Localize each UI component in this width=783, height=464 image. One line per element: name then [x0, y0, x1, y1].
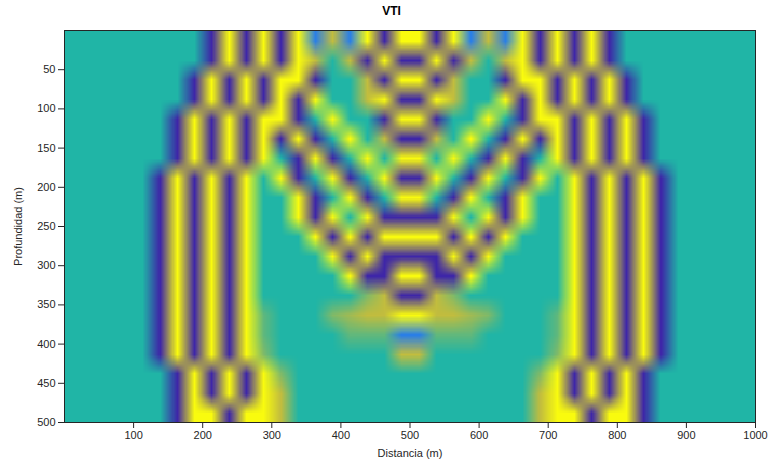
svg-text:500: 500: [37, 416, 55, 428]
svg-text:400: 400: [332, 429, 350, 441]
svg-text:100: 100: [37, 102, 55, 114]
svg-text:100: 100: [124, 429, 142, 441]
svg-text:300: 300: [37, 259, 55, 271]
html-text:VTI: VTI: [382, 4, 401, 18]
svg-text:900: 900: [677, 429, 695, 441]
svg-text:50: 50: [43, 63, 55, 75]
svg-text:700: 700: [539, 429, 557, 441]
svg-text:200: 200: [37, 181, 55, 193]
svg-text:200: 200: [194, 429, 212, 441]
svg-text:Distancia (m): Distancia (m): [378, 447, 443, 459]
svg-text:500: 500: [401, 429, 419, 441]
svg-text:150: 150: [37, 142, 55, 154]
svg-text:400: 400: [37, 338, 55, 350]
svg-text:350: 350: [37, 298, 55, 310]
svg-text:1000: 1000: [743, 429, 767, 441]
svg-text:Profundidad (m): Profundidad (m): [12, 187, 24, 266]
svg-text:450: 450: [37, 377, 55, 389]
svg-text:800: 800: [608, 429, 626, 441]
svg-text:250: 250: [37, 220, 55, 232]
svg-text:300: 300: [263, 429, 281, 441]
svg-text:600: 600: [470, 429, 488, 441]
